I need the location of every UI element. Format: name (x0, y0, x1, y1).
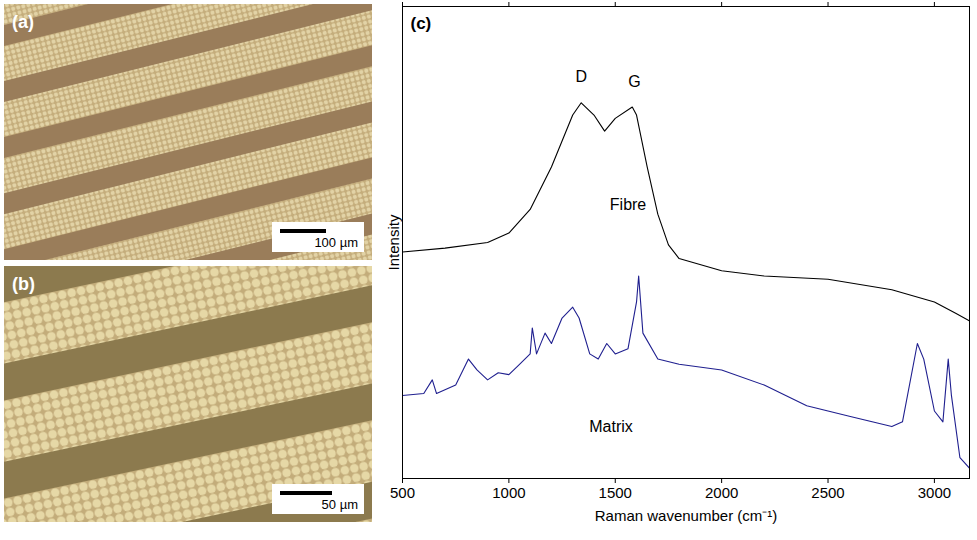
svg-text:Intensity: Intensity (385, 214, 402, 270)
svg-text:(b): (b) (12, 274, 35, 294)
svg-text:Fibre: Fibre (610, 196, 647, 213)
svg-text:Raman wavenumber (cm⁻¹): Raman wavenumber (cm⁻¹) (595, 507, 778, 524)
svg-text:1500: 1500 (599, 484, 632, 501)
svg-text:1000: 1000 (492, 484, 525, 501)
svg-text:Matrix: Matrix (589, 418, 633, 435)
svg-text:500: 500 (390, 484, 415, 501)
svg-text:3000: 3000 (918, 484, 951, 501)
svg-text:50 µm: 50 µm (322, 497, 358, 512)
svg-text:2000: 2000 (705, 484, 738, 501)
svg-text:G: G (628, 73, 640, 90)
svg-text:2500: 2500 (811, 484, 844, 501)
svg-text:(c): (c) (411, 14, 432, 33)
svg-text:D: D (575, 68, 587, 85)
svg-text:100 µm: 100 µm (314, 235, 358, 250)
svg-text:(a): (a) (12, 12, 34, 32)
